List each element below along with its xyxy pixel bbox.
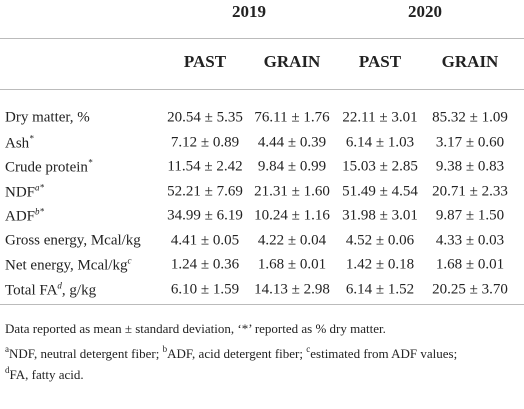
cell: 20.25 ± 3.70 <box>432 281 508 297</box>
label-text: Gross energy, Mcal/kg <box>5 232 141 248</box>
cell: 31.98 ± 3.01 <box>342 207 418 224</box>
footnote: Data reported as mean ± standard deviati… <box>5 321 386 336</box>
footnote-text: NDF, neutral detergent fiber; <box>9 346 163 361</box>
cell: 1.68 ± 0.01 <box>257 256 327 273</box>
footnote: aNDF, neutral detergent fiber; bADF, aci… <box>5 344 457 362</box>
label-text: Crude protein <box>5 159 88 176</box>
cell: 4.44 ± 0.39 <box>257 134 327 150</box>
row-label: NDFa* <box>5 182 44 201</box>
footnote: dFA, fatty acid. <box>5 365 84 383</box>
row-label: Dry matter, % <box>5 110 90 127</box>
footnote-mark: a <box>5 344 9 354</box>
column-header: GRAIN <box>263 52 321 71</box>
cell: 4.52 ± 0.06 <box>345 232 415 248</box>
cell: 85.32 ± 1.09 <box>432 109 508 126</box>
cell: 4.33 ± 0.03 <box>435 232 505 248</box>
label-text: Net energy, Mcal/kg <box>5 257 128 274</box>
footnote-text: ADF, acid detergent fiber; <box>167 346 307 361</box>
year-header: 2020 <box>408 2 442 21</box>
footnote-mark: c <box>306 344 311 354</box>
row-label: Ash* <box>5 133 34 152</box>
row-label: Gross energy, Mcal/kg <box>5 232 141 249</box>
row-label: ADFb* <box>5 207 44 226</box>
footnote-text: FA, fatty acid. <box>9 367 84 382</box>
cell: 6.14 ± 1.52 <box>345 281 415 297</box>
cell: 1.24 ± 0.36 <box>170 256 240 273</box>
cell: 34.99 ± 6.19 <box>167 207 243 224</box>
label-sup: c <box>127 255 132 266</box>
label-sup: * <box>29 133 34 143</box>
footnote-text: estimated from ADF values; <box>310 346 458 361</box>
label-text: Total FA <box>5 282 58 298</box>
column-header: PAST <box>183 52 227 71</box>
cell: 52.21 ± 7.69 <box>167 183 243 199</box>
cell: 6.10 ± 1.59 <box>170 281 240 297</box>
year-header: 2019 <box>232 2 266 21</box>
cell: 15.03 ± 2.85 <box>342 158 418 175</box>
row-label: Crude protein* <box>5 158 92 177</box>
cell: 22.11 ± 3.01 <box>342 109 418 126</box>
label-text: NDF <box>5 184 36 200</box>
rule <box>0 89 524 90</box>
cell: 7.12 ± 0.89 <box>170 134 240 150</box>
rule <box>0 38 524 39</box>
cell: 20.54 ± 5.35 <box>167 109 243 126</box>
label-text: ADF <box>5 208 36 225</box>
cell: 1.68 ± 0.01 <box>435 256 505 273</box>
column-header: PAST <box>358 52 402 71</box>
cell: 51.49 ± 4.54 <box>342 183 418 199</box>
rule <box>0 304 524 305</box>
cell: 14.13 ± 2.98 <box>254 281 330 297</box>
cell: 4.22 ± 0.04 <box>257 232 327 248</box>
column-header: GRAIN <box>441 52 499 71</box>
footnote-mark: b <box>162 344 168 354</box>
footnote-mark: d <box>5 365 10 375</box>
label-sup: d <box>57 280 62 290</box>
label-suffix: , g/kg <box>61 282 97 298</box>
cell: 9.87 ± 1.50 <box>435 207 505 224</box>
cell: 10.24 ± 1.16 <box>254 207 330 224</box>
cell: 76.11 ± 1.76 <box>254 109 330 126</box>
row-label: Total FAd, g/kg <box>5 280 96 299</box>
cell: 21.31 ± 1.60 <box>254 183 330 199</box>
label-text: Ash <box>5 135 30 151</box>
cell: 9.38 ± 0.83 <box>435 158 505 175</box>
row-label: Net energy, Mcal/kgc <box>5 256 131 275</box>
cell: 3.17 ± 0.60 <box>435 134 505 150</box>
cell: 20.71 ± 2.33 <box>432 183 508 199</box>
label-sup: a* <box>35 182 45 192</box>
cell: 9.84 ± 0.99 <box>257 158 327 175</box>
label-sup: b* <box>35 206 45 217</box>
cell: 6.14 ± 1.03 <box>345 134 415 150</box>
cell: 11.54 ± 2.42 <box>167 158 243 175</box>
label-sup: * <box>87 157 93 168</box>
label-text: Dry matter, % <box>5 109 90 126</box>
cell: 4.41 ± 0.05 <box>170 232 240 248</box>
cell: 1.42 ± 0.18 <box>345 256 415 273</box>
